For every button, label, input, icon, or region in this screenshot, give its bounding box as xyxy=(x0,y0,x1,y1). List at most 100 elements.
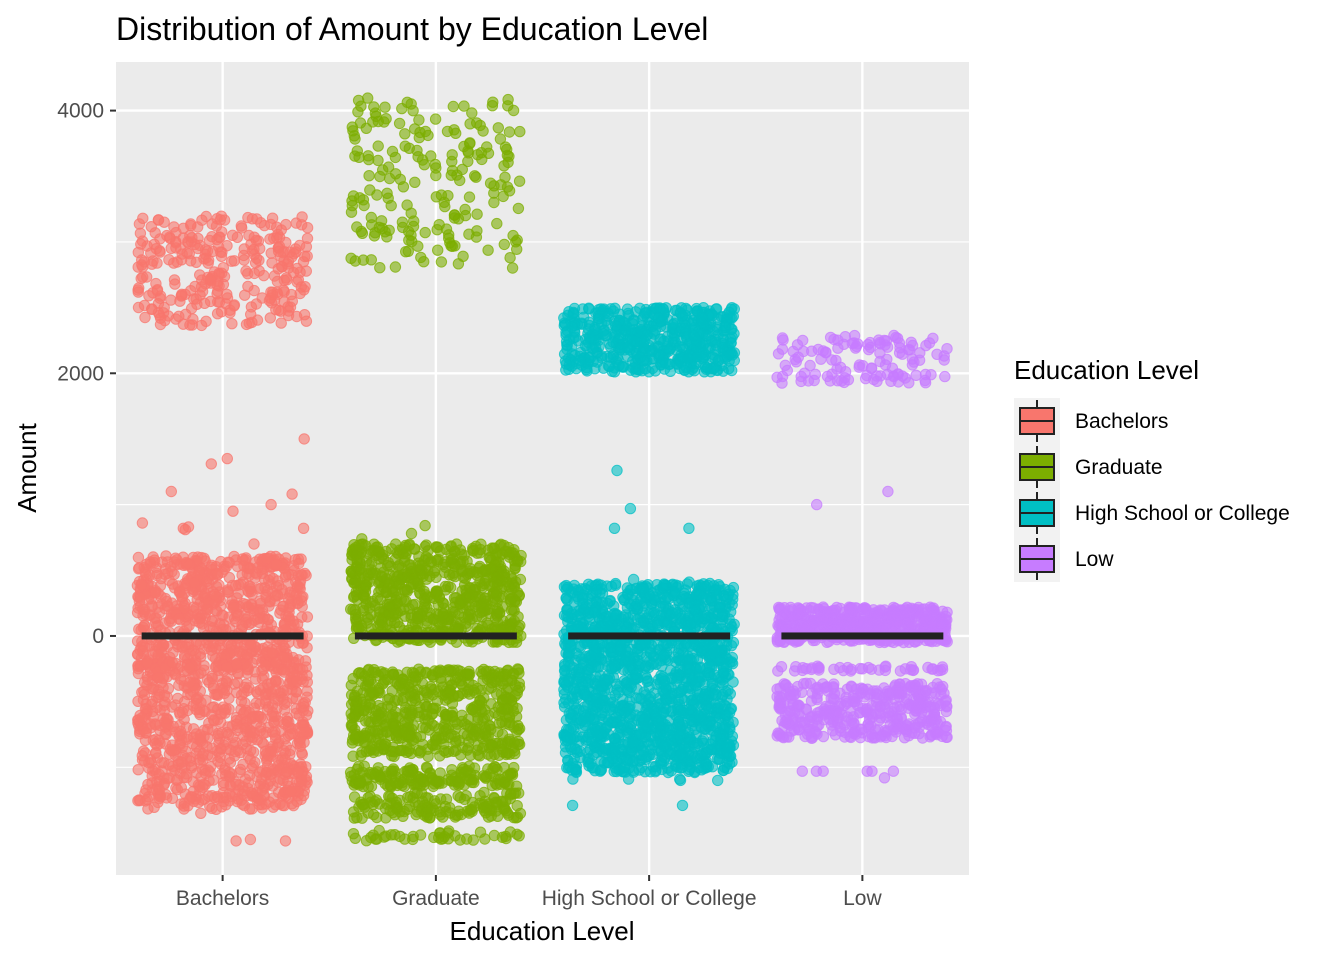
data-point xyxy=(185,285,197,297)
data-point xyxy=(151,257,163,269)
data-point xyxy=(194,780,206,793)
data-point xyxy=(213,579,225,591)
data-point xyxy=(661,591,673,603)
data-point xyxy=(436,777,449,789)
data-point xyxy=(508,721,520,733)
data-point xyxy=(502,93,514,106)
data-point xyxy=(695,312,708,324)
outlier-point xyxy=(136,517,149,529)
data-point xyxy=(494,675,507,687)
data-point xyxy=(228,300,240,312)
data-point xyxy=(293,557,305,570)
data-point xyxy=(372,154,384,167)
data-point xyxy=(347,750,359,762)
data-point xyxy=(242,211,254,224)
data-point xyxy=(214,600,227,613)
data-point xyxy=(379,101,391,113)
data-point xyxy=(480,772,492,784)
data-point xyxy=(486,100,499,112)
data-point xyxy=(176,641,188,654)
data-point xyxy=(212,568,224,580)
data-point xyxy=(247,731,259,743)
data-point xyxy=(504,252,516,264)
chart-title: Distribution of Amount by Education Leve… xyxy=(116,11,708,47)
data-point xyxy=(432,541,444,553)
data-point xyxy=(160,550,172,562)
data-point xyxy=(362,92,374,104)
data-point xyxy=(291,580,304,592)
data-point xyxy=(571,620,584,633)
data-point xyxy=(457,250,469,262)
data-point xyxy=(140,726,152,739)
data-point xyxy=(503,126,516,138)
data-point xyxy=(458,140,470,153)
data-point xyxy=(301,611,314,623)
data-point xyxy=(352,621,364,634)
data-point xyxy=(691,351,703,363)
data-point xyxy=(256,784,269,796)
data-point xyxy=(471,208,483,220)
data-point xyxy=(257,728,269,740)
data-point xyxy=(498,238,510,251)
data-point xyxy=(206,701,219,714)
data-point xyxy=(635,596,647,608)
data-point xyxy=(403,225,415,238)
data-point xyxy=(402,245,414,258)
data-point xyxy=(358,801,371,813)
data-point xyxy=(414,126,426,139)
data-point xyxy=(212,689,224,702)
data-point xyxy=(202,723,214,735)
data-point xyxy=(174,719,186,732)
data-point xyxy=(136,579,148,591)
data-point xyxy=(513,677,525,689)
data-point xyxy=(190,693,203,706)
data-point xyxy=(699,361,712,373)
data-point xyxy=(420,686,432,699)
data-point xyxy=(683,597,695,609)
data-point xyxy=(406,235,418,248)
data-point xyxy=(292,597,304,609)
data-point xyxy=(253,265,265,277)
data-point xyxy=(447,100,459,113)
data-point xyxy=(351,594,364,606)
data-point xyxy=(444,684,456,696)
data-point xyxy=(481,800,493,813)
data-point xyxy=(437,597,450,610)
data-point xyxy=(501,807,514,819)
data-point xyxy=(407,671,420,683)
data-point xyxy=(512,735,525,748)
data-point xyxy=(430,191,442,203)
data-point xyxy=(161,792,173,804)
data-point xyxy=(560,326,572,339)
data-point xyxy=(488,196,500,209)
data-point xyxy=(236,222,248,234)
data-point xyxy=(726,349,739,361)
data-point xyxy=(475,607,487,619)
data-point xyxy=(446,764,458,776)
data-point xyxy=(132,551,145,564)
data-point xyxy=(481,141,493,153)
data-point xyxy=(363,559,375,571)
data-point xyxy=(140,569,152,581)
data-point xyxy=(212,727,225,739)
data-point xyxy=(163,254,175,266)
data-point xyxy=(149,586,162,599)
data-point xyxy=(231,795,243,808)
data-point xyxy=(199,588,211,600)
data-point xyxy=(507,104,520,117)
data-point xyxy=(400,702,412,714)
data-point xyxy=(638,335,650,347)
data-point xyxy=(385,829,397,841)
data-point xyxy=(192,221,204,233)
data-point xyxy=(285,288,298,301)
data-point xyxy=(242,268,254,280)
data-point xyxy=(658,579,670,591)
outlier-point xyxy=(297,522,310,534)
jitter-points xyxy=(131,92,953,847)
data-point xyxy=(254,684,266,696)
data-point xyxy=(422,714,434,726)
data-point xyxy=(175,756,187,768)
data-point xyxy=(213,268,226,281)
data-point xyxy=(215,250,228,262)
data-point xyxy=(139,311,151,324)
